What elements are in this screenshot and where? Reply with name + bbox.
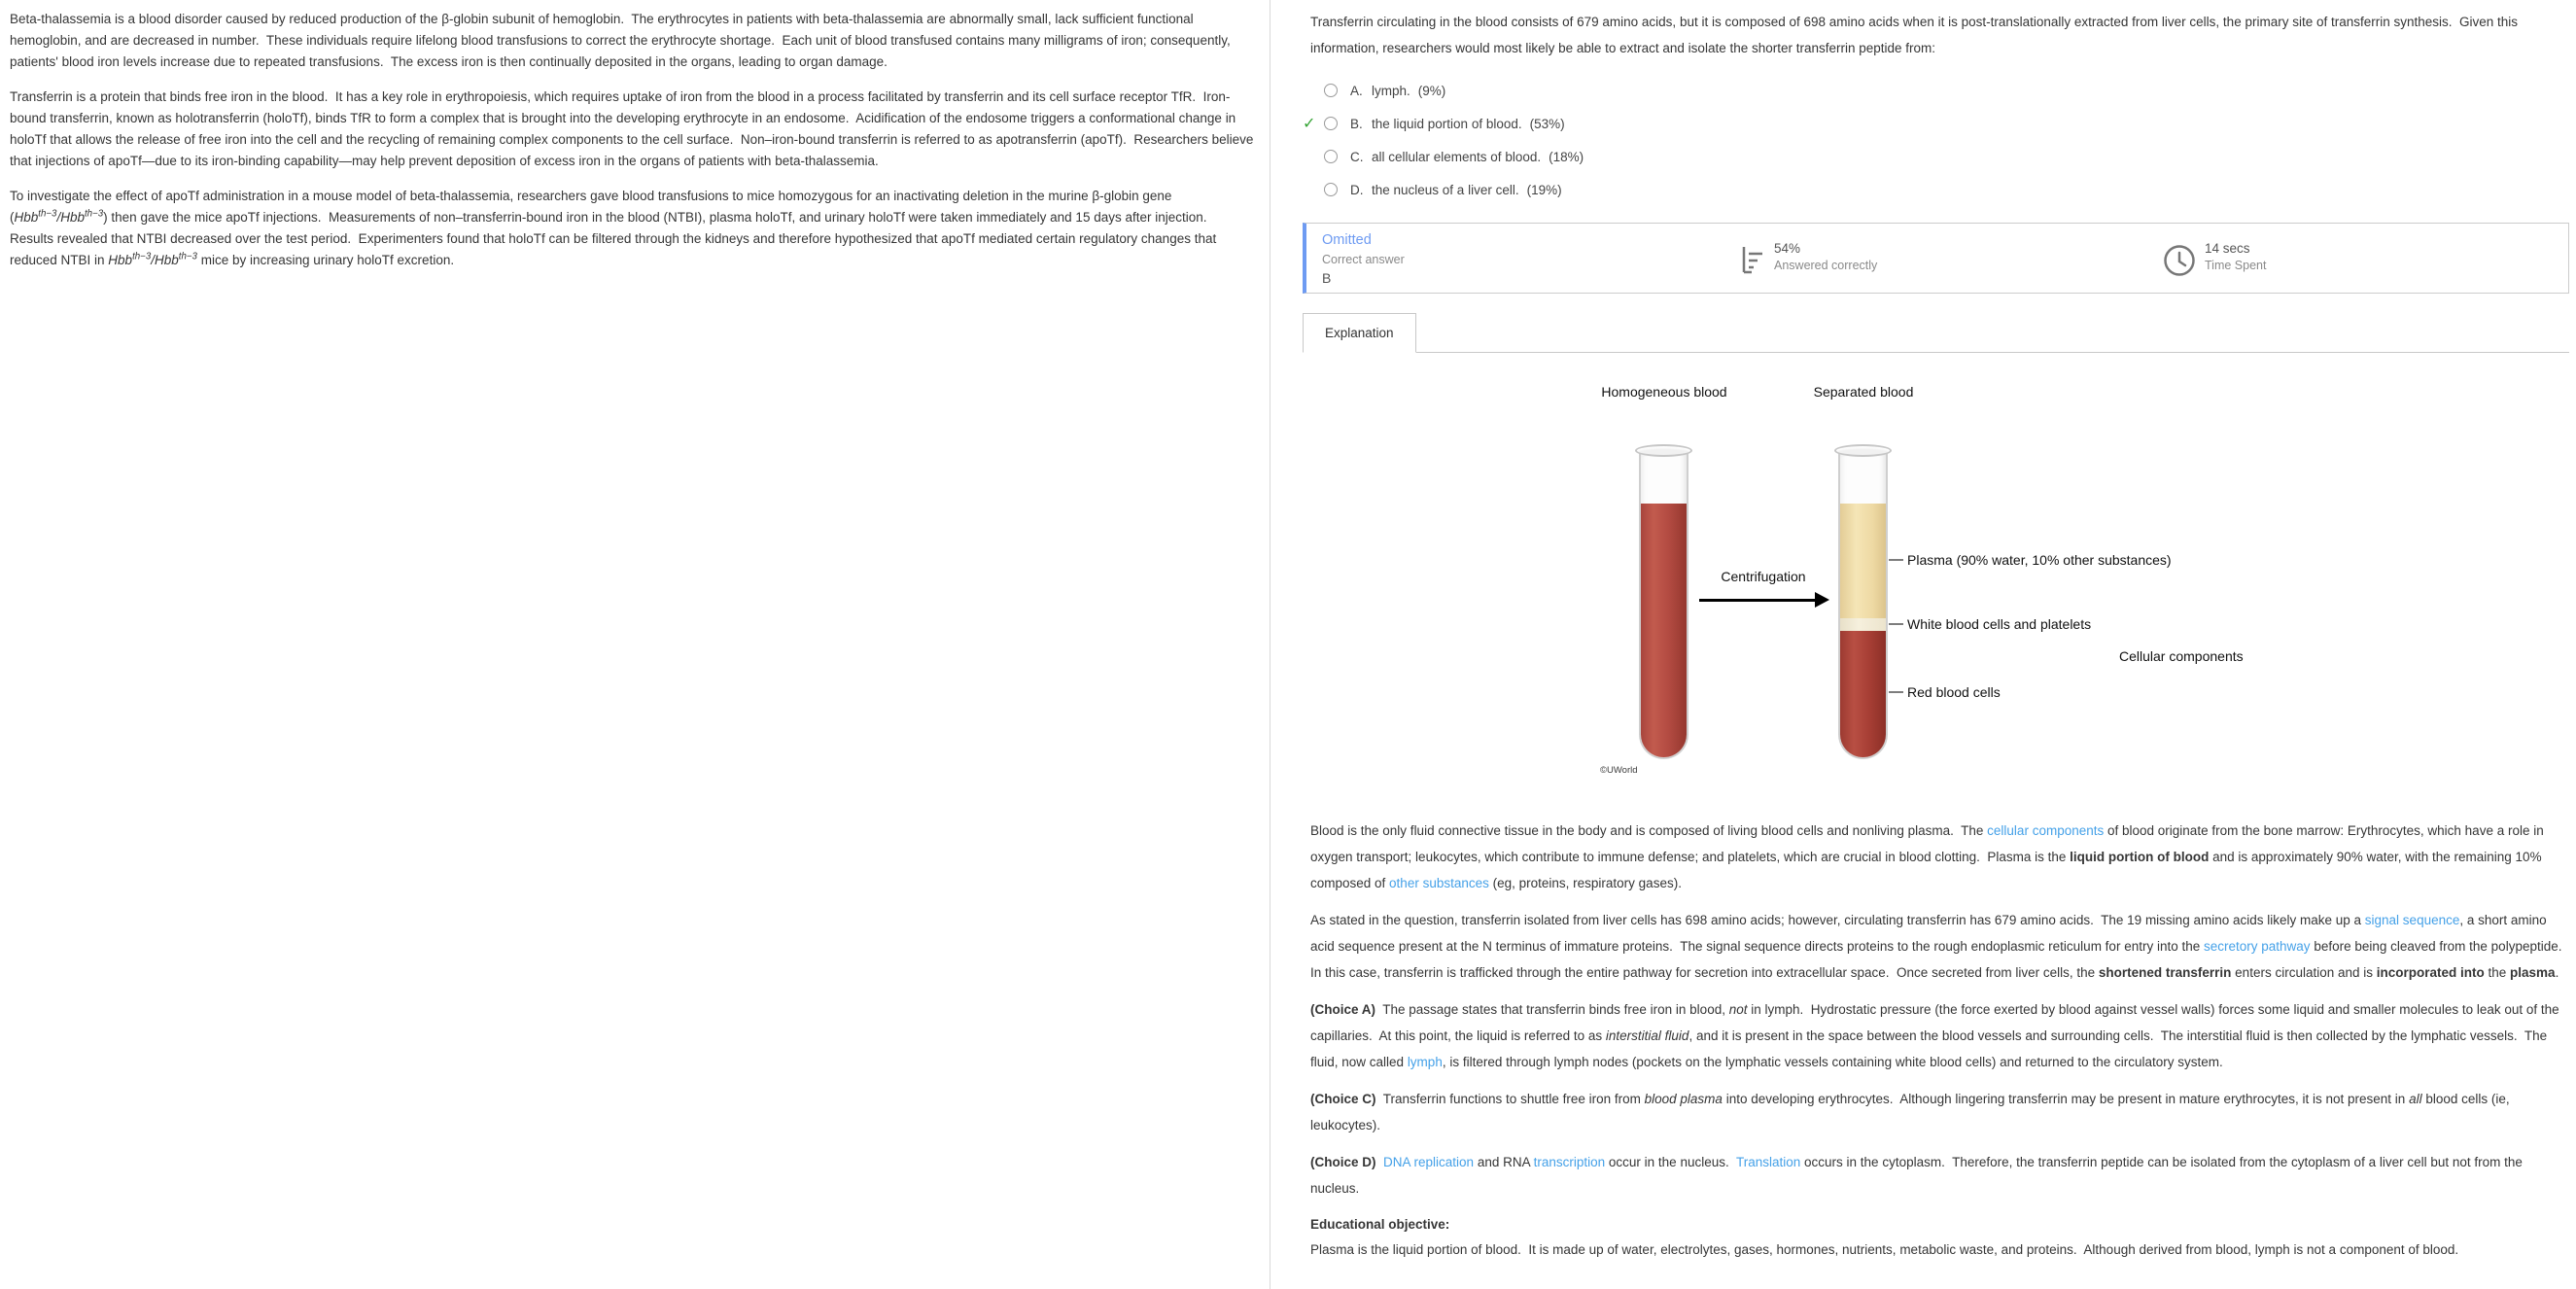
explanation-choice-a: (Choice A) The passage states that trans… xyxy=(1310,1002,2563,1069)
tube-rim xyxy=(1834,444,1892,457)
inline-link[interactable]: signal sequence xyxy=(2364,913,2460,927)
question-text: Transferrin circulating in the blood con… xyxy=(1310,15,2522,55)
choice-letter: B. xyxy=(1350,116,1363,131)
radio-button[interactable] xyxy=(1324,84,1338,97)
tube-glass xyxy=(1639,453,1688,759)
red-cells-leader-line xyxy=(1889,691,1903,693)
inline-link[interactable]: cellular components xyxy=(1987,823,2105,838)
homogeneous-blood-title: Homogeneous blood xyxy=(1601,384,1727,400)
passage-paragraph-3: To investigate the effect of apoTf admin… xyxy=(10,189,1220,267)
inline-link[interactable]: other substances xyxy=(1389,876,1489,890)
result-stats-bar: Omitted Correct answer B 54% Answered co… xyxy=(1303,223,2569,294)
choice-percentage: (53%) xyxy=(1529,116,1565,131)
choice-row-a[interactable]: A. lymph. (9%) xyxy=(1303,81,2569,100)
choice-percentage: (19%) xyxy=(1526,182,1562,197)
result-status: Omitted xyxy=(1322,232,1372,248)
choice-row-b[interactable]: ✓ B. the liquid portion of blood. (53%) xyxy=(1303,114,2569,133)
centrifugation-arrow-icon xyxy=(1699,593,1829,607)
time-spent-block: 14 secs Time Spent xyxy=(2162,241,2266,278)
tube-glass xyxy=(1838,453,1888,759)
red-blood-cells-label: Red blood cells xyxy=(1907,684,2001,700)
blood-centrifugation-diagram: Homogeneous blood Separated blood Centri… xyxy=(1594,384,2576,792)
explanation-paragraph-1: Blood is the only fluid connective tissu… xyxy=(1310,823,2548,890)
choice-percentage: (9%) xyxy=(1417,83,1446,98)
choice-label: the liquid portion of blood. xyxy=(1372,116,1522,131)
separated-blood-title: Separated blood xyxy=(1813,384,1914,400)
buffy-leader-line xyxy=(1889,623,1903,625)
choice-row-c[interactable]: C. all cellular elements of blood. (18%) xyxy=(1303,147,2569,166)
explanation-choice-c: (Choice C) Transferrin functions to shut… xyxy=(1310,1092,2514,1132)
choice-label: the nucleus of a liver cell. xyxy=(1372,182,1519,197)
result-status-block: Omitted Correct answer B xyxy=(1322,232,1405,286)
plasma-leader-line xyxy=(1889,559,1903,561)
passage-panel: Beta-thalassemia is a blood disorder cau… xyxy=(0,0,1271,1289)
tab-strip: Explanation xyxy=(1303,313,2569,353)
inline-link[interactable]: transcription xyxy=(1533,1155,1606,1169)
tube-rim xyxy=(1635,444,1692,457)
explanation-body: Blood is the only fluid connective tissu… xyxy=(1310,818,2564,1263)
time-spent-label: Time Spent xyxy=(2205,259,2267,272)
educational-objective-text: Plasma is the liquid portion of blood. I… xyxy=(1310,1242,2459,1257)
explanation-paragraph-2: As stated in the question, transferrin i… xyxy=(1310,913,2569,980)
uworld-copyright: ©UWorld xyxy=(1600,765,1638,776)
choice-letter: D. xyxy=(1350,182,1364,197)
radio-button[interactable] xyxy=(1324,117,1338,130)
plasma-layer xyxy=(1840,504,1886,618)
choice-label: lymph. xyxy=(1372,83,1410,98)
passage-paragraph-1: Beta-thalassemia is a blood disorder cau… xyxy=(10,12,1235,69)
correct-answer-value: B xyxy=(1322,270,1332,286)
answered-correctly-value: 54% xyxy=(1774,241,1801,256)
correct-check-icon: ✓ xyxy=(1303,116,1316,132)
radio-button[interactable] xyxy=(1324,183,1338,196)
inline-link[interactable]: Translation xyxy=(1736,1155,1801,1169)
radio-button[interactable] xyxy=(1324,150,1338,163)
educational-objective-heading: Educational objective: xyxy=(1310,1217,1450,1232)
choice-percentage: (18%) xyxy=(1549,149,1584,164)
homogeneous-blood-tube xyxy=(1635,444,1692,759)
plasma-label: Plasma (90% water, 10% other substances) xyxy=(1907,552,2172,568)
inline-link[interactable]: lymph xyxy=(1407,1055,1443,1069)
choice-letter: C. xyxy=(1350,149,1364,164)
choice-letter: A. xyxy=(1350,83,1363,98)
correct-answer-label: Correct answer xyxy=(1322,253,1405,266)
inline-link[interactable]: DNA replication xyxy=(1383,1155,1475,1169)
buffy-coat-label: White blood cells and platelets xyxy=(1907,616,2092,632)
question-panel: Transferrin circulating in the blood con… xyxy=(1271,0,2576,1289)
choice-label: all cellular elements of blood. xyxy=(1372,149,1542,164)
inline-link[interactable]: secretory pathway xyxy=(2204,939,2311,954)
answered-correctly-label: Answered correctly xyxy=(1774,259,1878,272)
centrifugation-label: Centrifugation xyxy=(1721,569,1806,584)
tab-explanation[interactable]: Explanation xyxy=(1303,313,1416,353)
answered-correctly-block: 54% Answered correctly xyxy=(1739,241,1877,276)
passage-paragraph-2: Transferrin is a protein that binds free… xyxy=(10,89,1258,168)
whole-blood-fill xyxy=(1641,504,1687,757)
time-spent-value: 14 secs xyxy=(2205,241,2250,256)
buffy-coat-layer xyxy=(1840,618,1886,631)
answer-choices: A. lymph. (9%) ✓ B. the liquid portion o… xyxy=(1303,81,2569,199)
explanation-choice-d: (Choice D) DNA replication and RNA trans… xyxy=(1310,1155,2526,1196)
choice-row-d[interactable]: D. the nucleus of a liver cell. (19%) xyxy=(1303,180,2569,199)
red-blood-cell-layer xyxy=(1840,631,1886,757)
tab-divider xyxy=(1303,352,2569,353)
bar-chart-icon xyxy=(1739,243,1766,276)
clock-icon xyxy=(2162,243,2197,278)
cellular-components-label: Cellular components xyxy=(2119,648,2244,664)
separated-blood-tube xyxy=(1834,444,1892,759)
